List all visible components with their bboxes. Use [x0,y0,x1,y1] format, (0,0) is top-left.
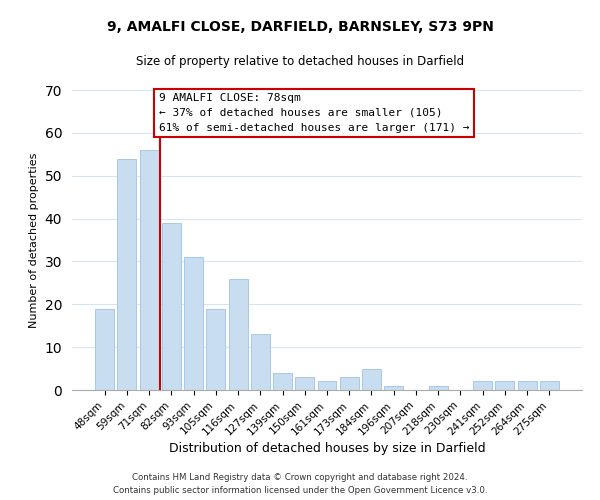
Bar [273,373,292,390]
Bar [295,377,314,390]
Text: Contains HM Land Registry data © Crown copyright and database right 2024.
Contai: Contains HM Land Registry data © Crown c… [113,473,487,495]
Bar [162,223,181,390]
Bar [496,382,514,390]
Bar [251,334,270,390]
Bar [429,386,448,390]
X-axis label: Distribution of detached houses by size in Darfield: Distribution of detached houses by size … [169,442,485,455]
Bar [229,278,248,390]
Bar [362,368,381,390]
Y-axis label: Number of detached properties: Number of detached properties [29,152,39,328]
Bar [118,158,136,390]
Bar [473,382,492,390]
Bar [340,377,359,390]
Bar [95,308,114,390]
Text: 9 AMALFI CLOSE: 78sqm
← 37% of detached houses are smaller (105)
61% of semi-det: 9 AMALFI CLOSE: 78sqm ← 37% of detached … [158,93,469,132]
Bar [317,382,337,390]
Bar [206,308,225,390]
Bar [384,386,403,390]
Bar [518,382,536,390]
Text: 9, AMALFI CLOSE, DARFIELD, BARNSLEY, S73 9PN: 9, AMALFI CLOSE, DARFIELD, BARNSLEY, S73… [107,20,493,34]
Bar [184,257,203,390]
Bar [540,382,559,390]
Bar [140,150,158,390]
Text: Size of property relative to detached houses in Darfield: Size of property relative to detached ho… [136,55,464,68]
